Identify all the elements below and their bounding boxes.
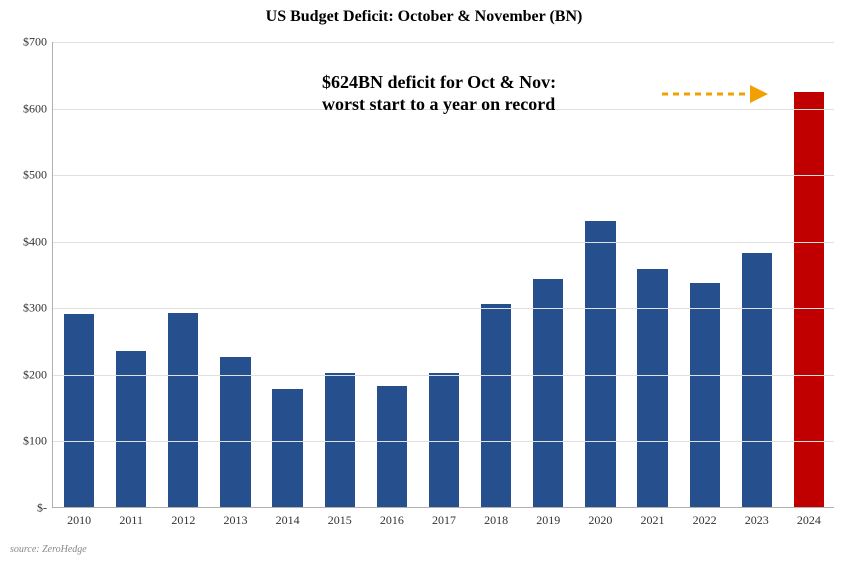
x-tick-label: 2013 bbox=[223, 507, 247, 528]
x-tick-label: 2021 bbox=[641, 507, 665, 528]
bar bbox=[637, 269, 667, 507]
callout-arrow-icon bbox=[660, 80, 770, 108]
y-tick-label: $100 bbox=[23, 434, 53, 449]
bar bbox=[742, 253, 772, 507]
x-tick-label: 2017 bbox=[432, 507, 456, 528]
gridline bbox=[53, 42, 834, 43]
x-tick-label: 2016 bbox=[380, 507, 404, 528]
gridline bbox=[53, 375, 834, 376]
x-tick-label: 2014 bbox=[276, 507, 300, 528]
x-tick-label: 2010 bbox=[67, 507, 91, 528]
x-tick-label: 2020 bbox=[588, 507, 612, 528]
source-credit: source: ZeroHedge bbox=[10, 544, 87, 555]
bar bbox=[794, 92, 824, 507]
x-tick-label: 2022 bbox=[693, 507, 717, 528]
bar bbox=[272, 389, 302, 507]
bar bbox=[585, 221, 615, 507]
y-tick-label: $600 bbox=[23, 101, 53, 116]
gridline bbox=[53, 242, 834, 243]
bar bbox=[220, 357, 250, 507]
bar bbox=[429, 373, 459, 507]
y-tick-label: $200 bbox=[23, 367, 53, 382]
bar bbox=[168, 313, 198, 507]
y-tick-label: $300 bbox=[23, 301, 53, 316]
x-tick-label: 2019 bbox=[536, 507, 560, 528]
gridline bbox=[53, 441, 834, 442]
x-tick-label: 2012 bbox=[171, 507, 195, 528]
x-tick-label: 2018 bbox=[484, 507, 508, 528]
y-tick-label: $500 bbox=[23, 168, 53, 183]
bar bbox=[325, 373, 355, 507]
bar bbox=[690, 283, 720, 507]
chart-container: US Budget Deficit: October & November (B… bbox=[0, 0, 848, 561]
gridline bbox=[53, 175, 834, 176]
bar bbox=[533, 279, 563, 507]
x-tick-label: 2023 bbox=[745, 507, 769, 528]
y-tick-label: $- bbox=[37, 501, 53, 516]
annotation-line-1: $624BN deficit for Oct & Nov: bbox=[322, 72, 556, 94]
x-tick-label: 2011 bbox=[119, 507, 143, 528]
gridline bbox=[53, 308, 834, 309]
y-tick-label: $700 bbox=[23, 35, 53, 50]
x-tick-label: 2015 bbox=[328, 507, 352, 528]
callout-annotation: $624BN deficit for Oct & Nov: worst star… bbox=[322, 72, 556, 115]
annotation-line-2: worst start to a year on record bbox=[322, 94, 556, 116]
bar bbox=[64, 314, 94, 507]
y-tick-label: $400 bbox=[23, 234, 53, 249]
bar bbox=[377, 386, 407, 507]
x-tick-label: 2024 bbox=[797, 507, 821, 528]
chart-title: US Budget Deficit: October & November (B… bbox=[0, 8, 848, 26]
bar bbox=[481, 304, 511, 507]
